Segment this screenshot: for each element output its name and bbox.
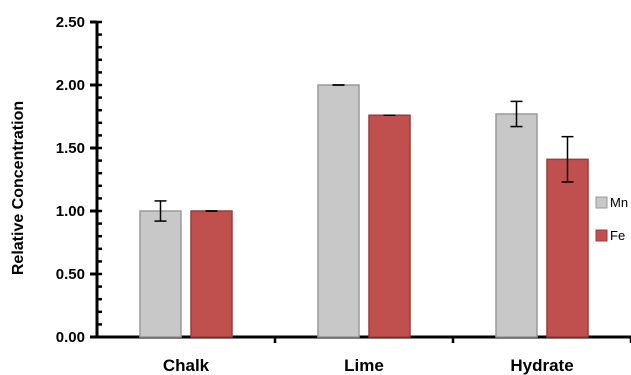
error-bar bbox=[561, 135, 574, 183]
x-tick-label: Chalk bbox=[163, 356, 210, 375]
y-tick-label: 1.00 bbox=[56, 203, 85, 220]
y-tick-label: 0.00 bbox=[56, 329, 85, 346]
y-tick-label: 0.50 bbox=[56, 266, 85, 283]
legend-swatch-fe bbox=[595, 229, 608, 242]
y-axis-title: Relative Concentration bbox=[10, 101, 27, 275]
x-axis: Chalk Lime Hydrate bbox=[97, 335, 631, 375]
x-tick-label: Lime bbox=[344, 356, 384, 375]
error-bars bbox=[154, 84, 574, 222]
y-tick-label: 2.00 bbox=[56, 77, 85, 94]
bar-mn-lime bbox=[317, 84, 360, 338]
bar-mn-chalk bbox=[139, 210, 182, 338]
bar-fe-chalk bbox=[190, 210, 233, 338]
bar-mn-hydrate bbox=[495, 113, 538, 338]
legend-swatch-mn bbox=[595, 196, 608, 209]
legend: Mn Fe bbox=[595, 195, 628, 243]
error-bar bbox=[510, 100, 523, 128]
y-axis: 0.00 0.50 1.00 1.50 2.00 2.50 bbox=[56, 14, 102, 346]
legend-label-mn: Mn bbox=[610, 195, 628, 210]
y-tick-label: 1.50 bbox=[56, 140, 85, 157]
bar-fe-hydrate bbox=[546, 158, 589, 338]
bars bbox=[139, 84, 589, 338]
x-tick-label: Hydrate bbox=[510, 356, 573, 375]
error-bar bbox=[154, 200, 167, 222]
legend-label-fe: Fe bbox=[610, 228, 625, 243]
bar-fe-lime bbox=[368, 114, 411, 338]
y-tick-label: 2.50 bbox=[56, 14, 85, 31]
